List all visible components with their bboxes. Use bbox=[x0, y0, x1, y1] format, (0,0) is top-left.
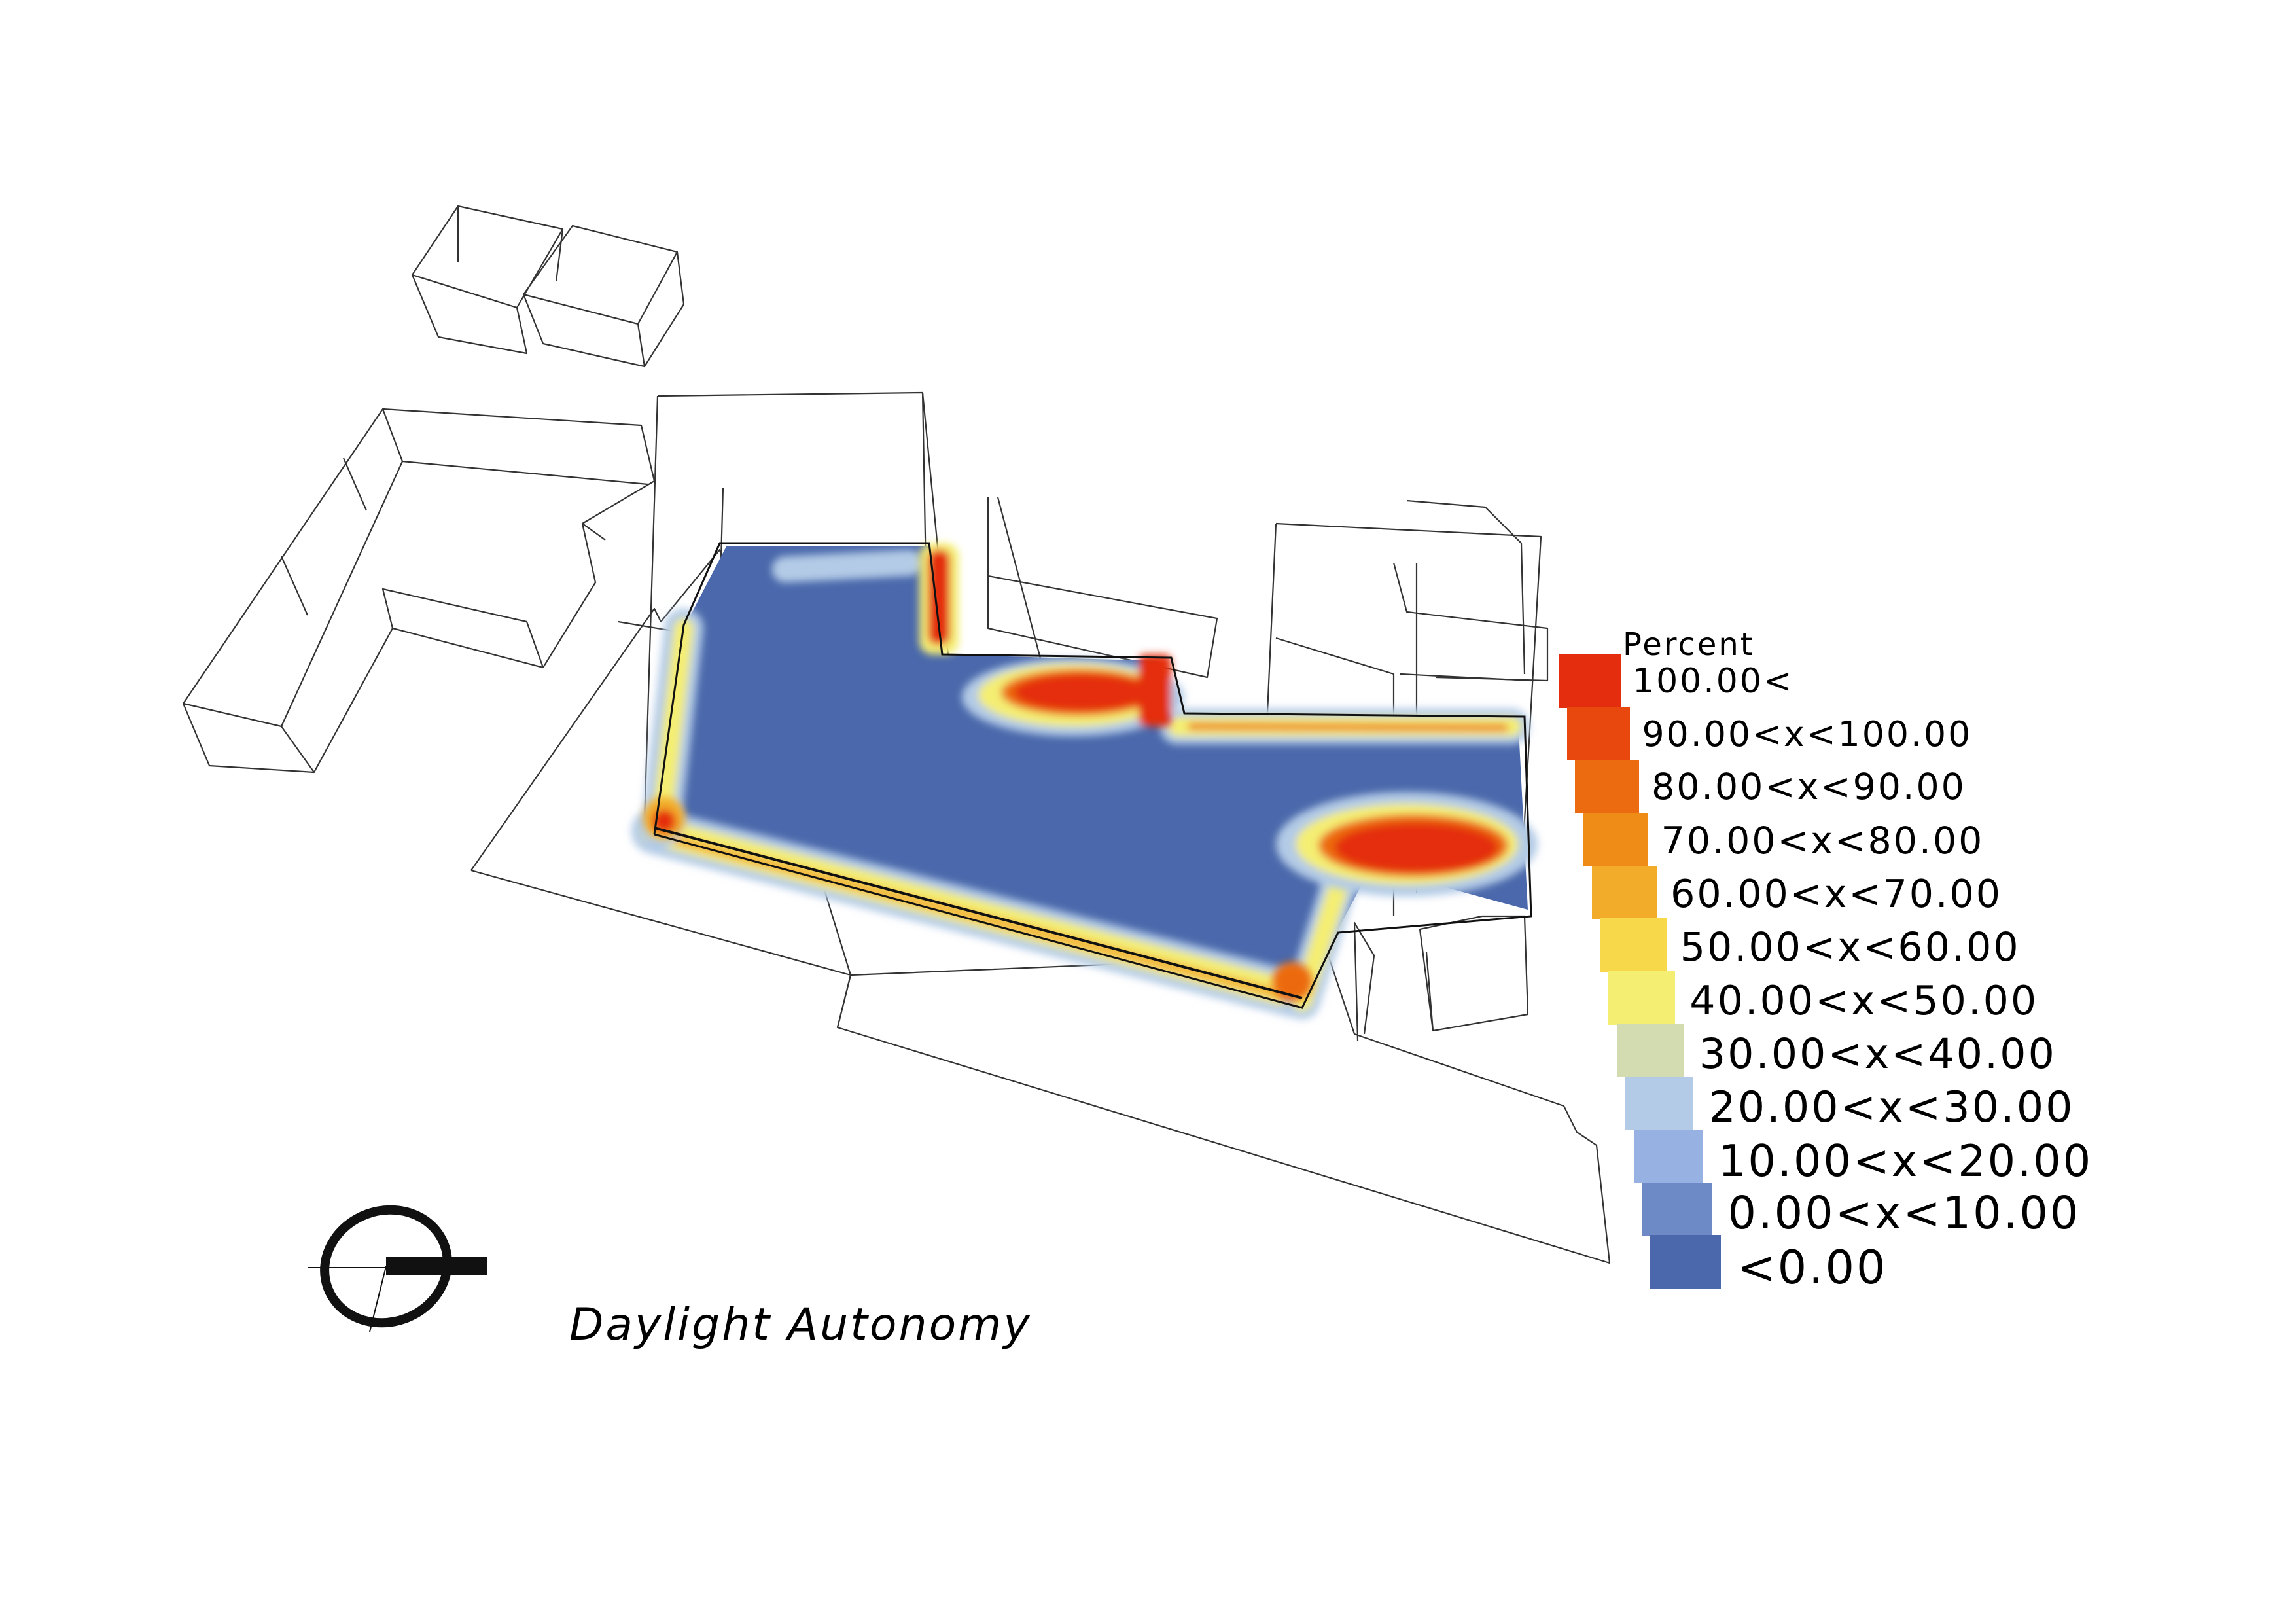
context-box-small-1 bbox=[411, 205, 564, 355]
north-arrow-icon bbox=[308, 1205, 487, 1332]
context-box-small-3 bbox=[1419, 915, 1529, 1032]
daylight-heatmap bbox=[631, 542, 1538, 1020]
diagram-caption: Daylight Autonomy bbox=[569, 1299, 1032, 1351]
context-parcel bbox=[1353, 921, 1375, 1041]
context-box-small-2 bbox=[522, 224, 685, 368]
context-building-l-shape bbox=[182, 408, 656, 774]
site-boundary bbox=[470, 548, 1611, 1264]
